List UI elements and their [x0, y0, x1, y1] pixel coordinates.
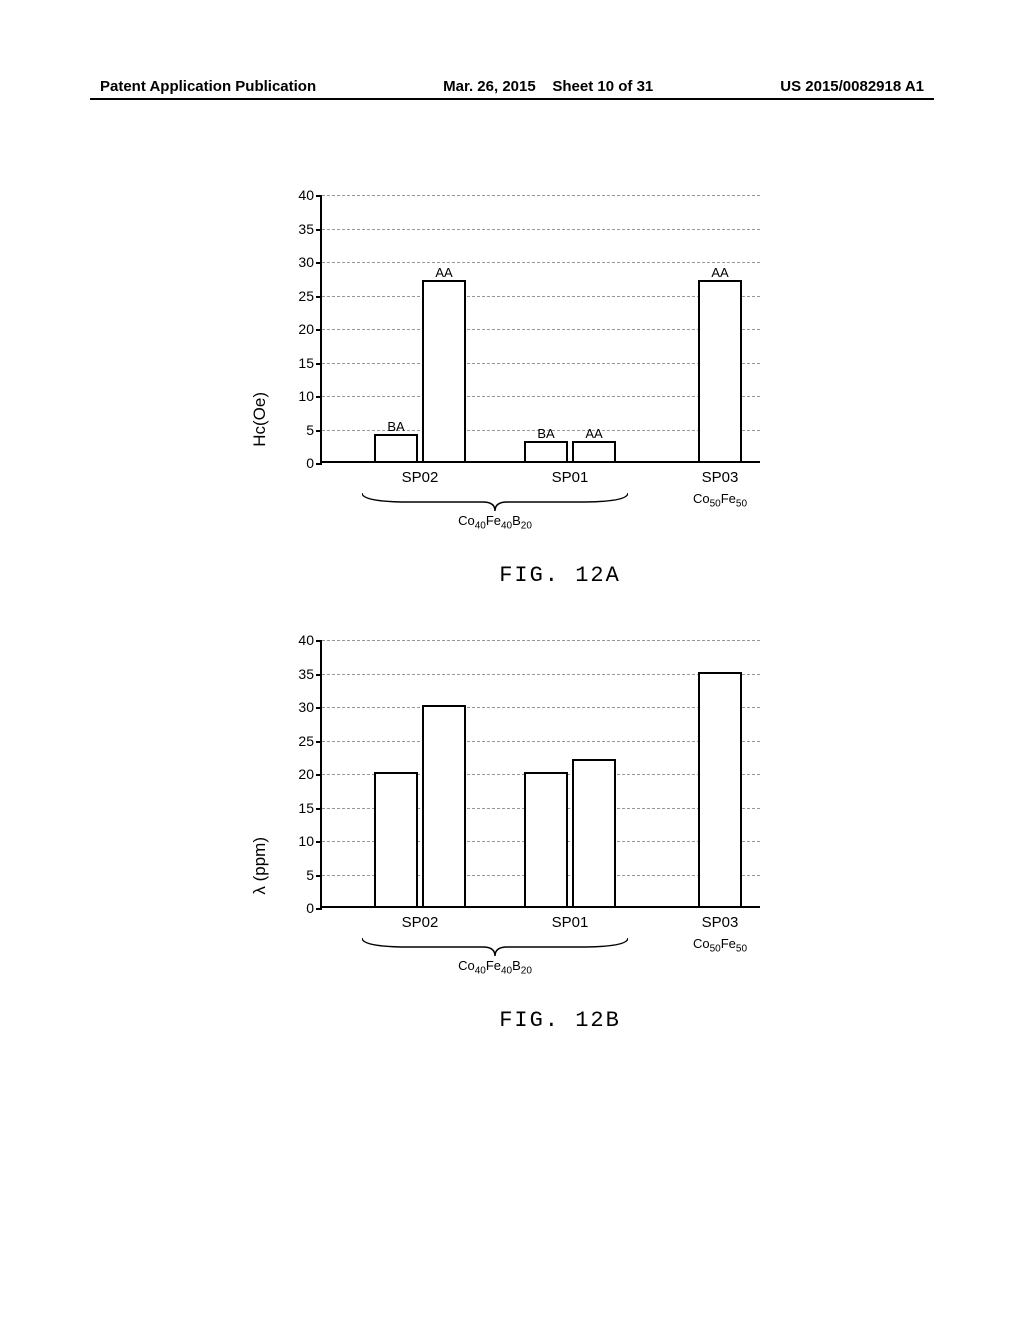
ytick-label: 25: [298, 733, 322, 749]
formula-label: Co50Fe50: [693, 936, 747, 955]
ytick-label: 5: [306, 867, 322, 883]
chart-12b: λ (ppm) 0510152025303540SP02SP01SP03Co40…: [260, 640, 800, 1033]
chart-a-ylabel: Hc(Oe): [250, 392, 270, 447]
gridline: [322, 741, 760, 742]
bar: AA: [572, 441, 616, 461]
gridline: [322, 396, 760, 397]
page-header: Patent Application Publication Mar. 26, …: [0, 78, 1024, 95]
ytick-label: 30: [298, 254, 322, 270]
chart-a-caption: FIG. 12A: [320, 563, 800, 588]
gridline: [322, 674, 760, 675]
ytick-label: 10: [298, 833, 322, 849]
gridline: [322, 640, 760, 641]
gridline: [322, 262, 760, 263]
formula-label: Co50Fe50: [693, 491, 747, 510]
ytick-label: 20: [298, 321, 322, 337]
chart-12a: Hc(Oe) 0510152025303540BAAABAAAAASP02SP0…: [260, 195, 800, 588]
xgroup-label: SP01: [552, 906, 589, 931]
bar: BA: [524, 441, 568, 461]
ytick-label: 35: [298, 666, 322, 682]
header-mid: Mar. 26, 2015 Sheet 10 of 31: [316, 78, 780, 95]
gridline: [322, 329, 760, 330]
header-rule: [90, 98, 934, 100]
gridline: [322, 229, 760, 230]
bar-label: AA: [711, 265, 728, 282]
ytick-label: 10: [298, 388, 322, 404]
ytick-label: 20: [298, 766, 322, 782]
ytick-label: 15: [298, 800, 322, 816]
gridline: [322, 363, 760, 364]
chart-b-ylabel: λ (ppm): [250, 837, 270, 895]
curly-bracket: [362, 938, 628, 956]
ytick-label: 0: [306, 455, 322, 471]
chart-a-plot: 0510152025303540BAAABAAAAASP02SP01SP03Co…: [320, 195, 760, 463]
bar-label: BA: [537, 426, 554, 443]
ytick-label: 40: [298, 632, 322, 648]
chart-b-plot: 0510152025303540SP02SP01SP03Co40Fe40B20C…: [320, 640, 760, 908]
bar: BA: [374, 434, 418, 461]
formula-label: Co40Fe40B20: [458, 513, 532, 532]
xgroup-label: SP03: [702, 461, 739, 486]
bar: [374, 772, 418, 906]
header-pubno: US 2015/0082918 A1: [780, 78, 924, 95]
curly-bracket: [362, 493, 628, 511]
bar: AA: [698, 280, 742, 461]
bar: [422, 705, 466, 906]
ytick-label: 40: [298, 187, 322, 203]
ytick-label: 30: [298, 699, 322, 715]
ytick-label: 5: [306, 422, 322, 438]
xgroup-label: SP03: [702, 906, 739, 931]
bar: [698, 672, 742, 907]
header-date: Mar. 26, 2015: [443, 78, 536, 95]
bar: [572, 759, 616, 906]
bar-label: AA: [585, 426, 602, 443]
xgroup-label: SP01: [552, 461, 589, 486]
bar: AA: [422, 280, 466, 461]
header-sheet: Sheet 10 of 31: [552, 78, 653, 95]
ytick-label: 35: [298, 221, 322, 237]
bar: [524, 772, 568, 906]
ytick-label: 25: [298, 288, 322, 304]
bar-label: AA: [435, 265, 452, 282]
ytick-label: 0: [306, 900, 322, 916]
formula-label: Co40Fe40B20: [458, 958, 532, 977]
header-publication: Patent Application Publication: [100, 78, 316, 95]
gridline: [322, 195, 760, 196]
chart-b-caption: FIG. 12B: [320, 1008, 800, 1033]
xgroup-label: SP02: [402, 906, 439, 931]
gridline: [322, 707, 760, 708]
ytick-label: 15: [298, 355, 322, 371]
bar-label: BA: [387, 419, 404, 436]
gridline: [322, 296, 760, 297]
xgroup-label: SP02: [402, 461, 439, 486]
